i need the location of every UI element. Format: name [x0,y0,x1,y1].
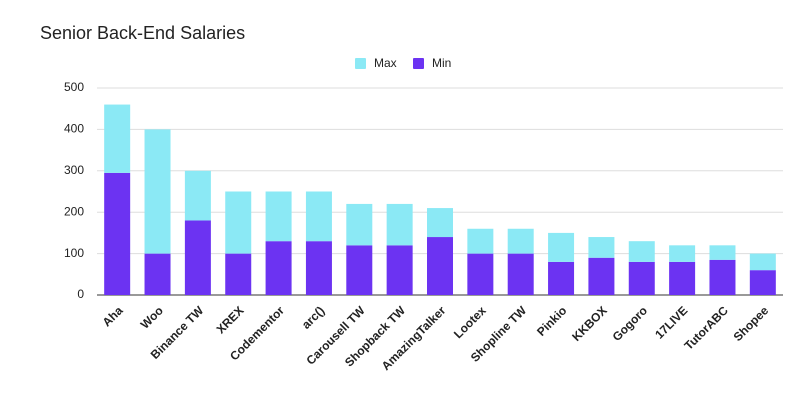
bar-segment [346,203,373,246]
bar-segment [225,191,252,254]
y-tick-label: 300 [64,163,84,177]
bar-segment [104,172,131,295]
bar-segment [507,253,534,295]
bar-segment [548,261,575,295]
bar-segment [467,228,494,254]
bar-segment [104,104,131,173]
bar-segment [628,241,655,262]
bar-segment [386,203,413,246]
bar-segment [749,253,776,271]
bar-segment [305,191,332,242]
y-tick-label: 400 [64,122,84,136]
y-tick-label: 0 [77,287,84,301]
bar-segment [709,259,736,295]
bar-segment [548,232,575,262]
bar-segment [588,237,615,258]
bar-segment [709,245,736,260]
bar-segment [184,170,211,221]
bar-segment [628,261,655,295]
chart-title: Senior Back-End Salaries [40,23,245,43]
bar-segment [588,257,615,295]
bar-segment [669,245,696,262]
bar-segment [467,253,494,295]
bar-segment [427,208,453,238]
bar-segment [749,270,776,295]
bar-segment [225,253,252,295]
legend-swatch [413,58,424,69]
legend-swatch [355,58,366,69]
bar-segment [144,253,171,295]
bar-segment [265,241,292,295]
y-tick-label: 500 [64,80,84,94]
bar-segment [346,245,373,295]
y-tick-label: 200 [64,204,84,218]
bar-segment [386,245,413,295]
bar-segment [669,261,696,295]
bar-segment [507,228,534,254]
legend-label: Min [432,56,451,70]
bar-segment [305,241,332,295]
bar-segment [184,220,211,295]
bar-segment [265,191,292,242]
y-tick-label: 100 [64,246,84,260]
bar-segment [144,129,171,254]
bar-segment [427,237,453,295]
legend-label: Max [374,56,397,70]
